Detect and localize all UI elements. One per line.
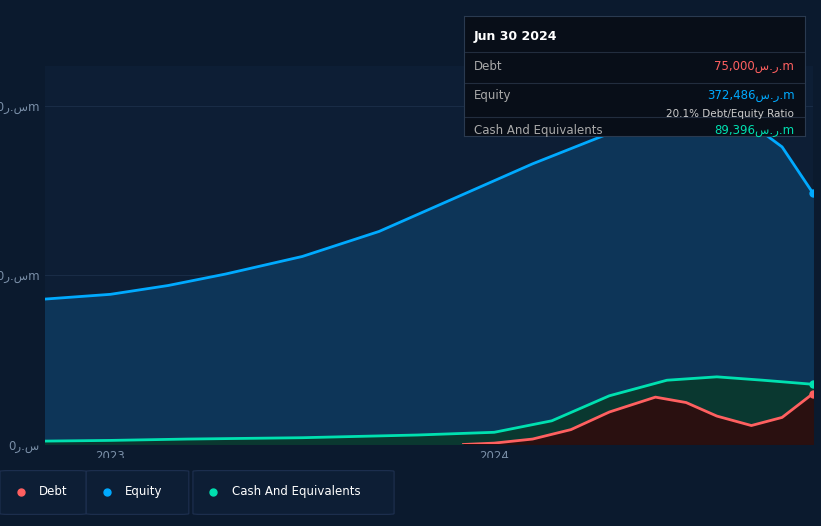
Text: Debt: Debt — [39, 485, 67, 498]
Text: 372,486س.ر.m: 372,486س.ر.m — [707, 89, 795, 102]
FancyBboxPatch shape — [86, 471, 189, 514]
FancyBboxPatch shape — [193, 471, 394, 514]
FancyBboxPatch shape — [0, 471, 86, 514]
Text: Cash And Equivalents: Cash And Equivalents — [474, 124, 603, 137]
Text: 20.1% Debt/Equity Ratio: 20.1% Debt/Equity Ratio — [667, 109, 795, 119]
Text: 75,000س.ر.m: 75,000س.ر.m — [714, 60, 795, 73]
Text: Cash And Equivalents: Cash And Equivalents — [232, 485, 360, 498]
Text: Jun 30 2024: Jun 30 2024 — [474, 30, 557, 43]
Text: Equity: Equity — [474, 89, 511, 102]
Text: Equity: Equity — [125, 485, 163, 498]
Text: 89,396س.ر.m: 89,396س.ر.m — [714, 124, 795, 137]
Text: Debt: Debt — [474, 60, 502, 73]
